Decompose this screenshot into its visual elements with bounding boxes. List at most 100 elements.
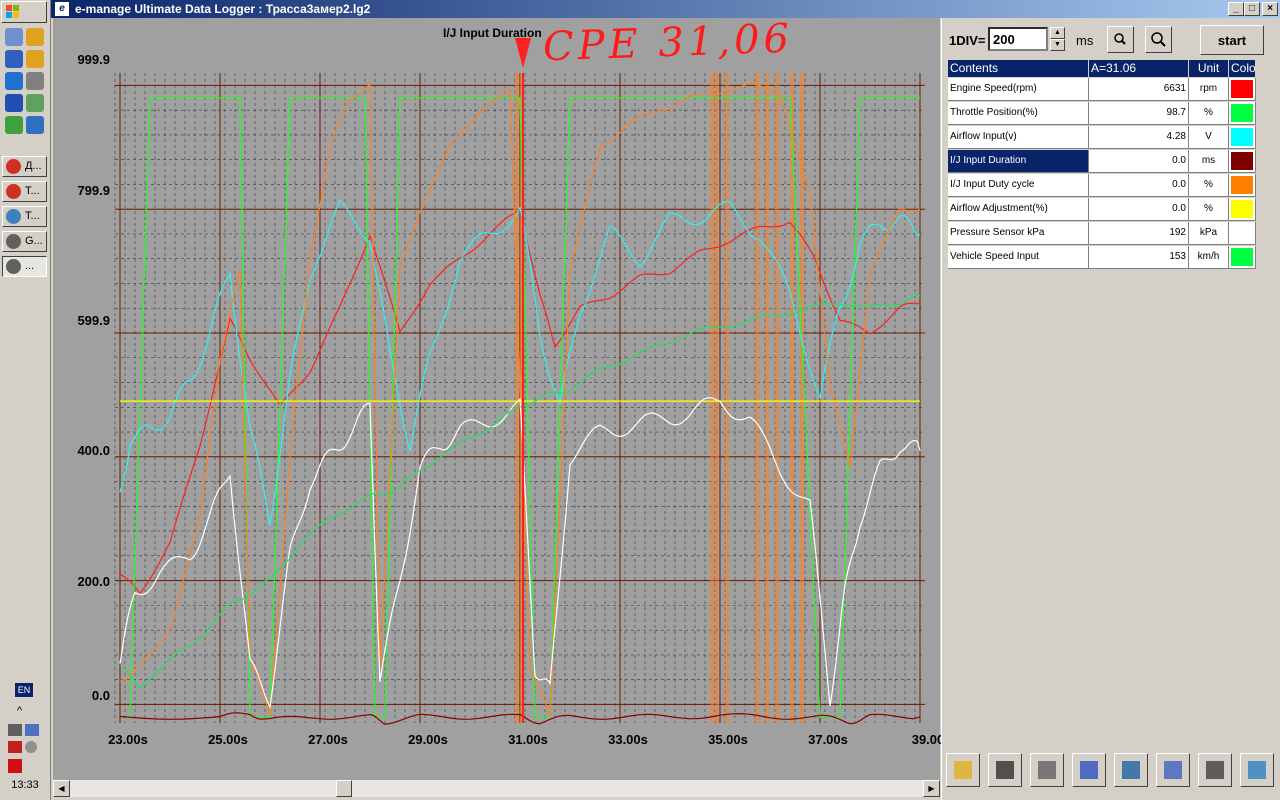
chrome-icon (6, 184, 21, 199)
y-tick-label: 999.9 (77, 52, 110, 67)
scroll-thumb[interactable] (336, 780, 352, 797)
color-swatch[interactable] (1231, 128, 1253, 146)
channel-value: 4.28 (1089, 126, 1189, 149)
channel-value: 192 (1089, 222, 1189, 245)
table-row[interactable]: Pressure Sensor kPa 192 kPa (948, 222, 1256, 246)
channel-unit: kPa (1189, 222, 1229, 245)
spin-down-button[interactable]: ▼ (1050, 39, 1065, 51)
security-icon[interactable] (8, 759, 22, 773)
calc-icon[interactable] (26, 72, 44, 90)
open-folder-button[interactable] (946, 753, 980, 787)
list-button[interactable] (1198, 753, 1232, 787)
ie-icon[interactable] (5, 72, 23, 90)
table-row[interactable]: Throttle Position(%) 98.7% (948, 102, 1256, 126)
channel-color-cell[interactable] (1229, 198, 1256, 221)
table-row[interactable]: Vehicle Speed Input 153 km/h (948, 246, 1256, 270)
print-button[interactable] (1030, 753, 1064, 787)
chrome-icon[interactable] (5, 116, 23, 134)
pencil-icon[interactable] (26, 28, 44, 46)
scroll-left-button[interactable]: ◀ (53, 780, 70, 797)
y-tick-label: 200.0 (77, 574, 110, 589)
channel-name: Vehicle Speed Input (948, 246, 1089, 269)
color-swatch[interactable] (1231, 152, 1253, 170)
color-swatch[interactable] (1231, 248, 1253, 266)
table-row[interactable]: I/J Input Duty cycle 0.0% (948, 174, 1256, 198)
color-swatch[interactable] (1231, 80, 1253, 98)
table-row[interactable]: Engine Speed(rpm) 6631 rpm (948, 78, 1256, 102)
compare-button[interactable] (1240, 753, 1274, 787)
x-tick-label: 29.00s (408, 732, 448, 747)
start-menu-button[interactable] (1, 1, 47, 23)
volume-icon[interactable] (8, 741, 22, 753)
color-swatch[interactable] (1231, 200, 1253, 218)
channel-color-cell[interactable] (1229, 222, 1256, 245)
title-bar[interactable]: e e-manage Ultimate Data Logger : Трасса… (51, 0, 1280, 18)
table-row[interactable]: I/J Input Duration 0.0 ms (948, 150, 1256, 174)
duty-cycle-bar (775, 73, 779, 723)
graph-ab-button[interactable] (1156, 753, 1190, 787)
save-icon[interactable] (5, 94, 23, 112)
unit-label: ms (1076, 33, 1094, 48)
app-icon[interactable] (26, 116, 44, 134)
graph-ab-icon (1164, 761, 1182, 779)
scroll-right-button[interactable]: ▶ (923, 780, 940, 797)
duty-cycle-bar (725, 73, 729, 723)
channel-unit: V (1189, 126, 1229, 149)
save-button[interactable] (988, 753, 1022, 787)
taskbar-task-1[interactable]: Т... (2, 181, 47, 202)
series-line-7 (119, 293, 921, 689)
close-button[interactable]: × (1262, 2, 1278, 16)
duty-cycle-bar (755, 73, 759, 723)
minimize-button[interactable]: _ (1228, 2, 1244, 16)
series-line-2 (119, 199, 921, 526)
window-title: e-manage Ultimate Data Logger : Трасса3а… (75, 2, 371, 16)
clock[interactable]: 13:33 (11, 779, 39, 791)
maximize-button[interactable]: □ (1244, 2, 1260, 16)
color-swatch[interactable] (1231, 224, 1253, 242)
browser-icon[interactable] (5, 28, 23, 46)
table-row[interactable]: Airflow Adjustment(%) 0.0% (948, 198, 1256, 222)
channel-value: 0.0 (1089, 150, 1189, 173)
magnifier-icon (1151, 32, 1166, 47)
div-value-input[interactable] (988, 27, 1048, 51)
language-indicator[interactable]: EN (15, 683, 33, 697)
zoom-in-button[interactable] (1107, 26, 1134, 53)
device-icon[interactable] (26, 94, 44, 112)
horizontal-scrollbar[interactable]: ◀ ▶ (53, 780, 940, 797)
taskbar-task-3[interactable]: G... (2, 231, 47, 252)
taskbar-task-label: Т... (25, 185, 40, 197)
table-row[interactable]: Airflow Input(v) 4.28 V (948, 126, 1256, 150)
column-header[interactable]: Unit (1189, 60, 1229, 78)
duty-cycle-bar (515, 73, 519, 723)
display-button[interactable] (1114, 753, 1148, 787)
media-icon[interactable] (5, 50, 23, 68)
color-swatch[interactable] (1231, 176, 1253, 194)
data-chart[interactable]: I/J Input Duration CPE 31,06 999.9 799.9 5… (53, 16, 944, 780)
color-swatch[interactable] (1231, 104, 1253, 122)
channel-color-cell[interactable] (1229, 246, 1256, 269)
column-header[interactable]: Colo (1229, 60, 1256, 78)
clock-icon[interactable] (26, 50, 44, 68)
channel-color-cell[interactable] (1229, 102, 1256, 125)
export-button[interactable] (1072, 753, 1106, 787)
chart-plot[interactable] (53, 18, 940, 780)
column-header[interactable]: A=31.06 (1089, 60, 1189, 78)
channel-color-cell[interactable] (1229, 78, 1256, 101)
windows-flag-icon (6, 5, 19, 18)
start-button[interactable]: start (1200, 25, 1264, 55)
channel-color-cell[interactable] (1229, 150, 1256, 173)
channel-color-cell[interactable] (1229, 174, 1256, 197)
taskbar-task-2[interactable]: Т... (2, 206, 47, 227)
channel-color-cell[interactable] (1229, 126, 1256, 149)
y-tick-label: 799.9 (77, 183, 110, 198)
taskbar-task-4[interactable]: ... (2, 256, 47, 277)
display-tray-icon[interactable] (25, 724, 39, 736)
update-icon[interactable] (25, 741, 37, 753)
tray-expand-chevron[interactable]: ^ (17, 705, 23, 717)
taskbar-task-0[interactable]: Д... (2, 156, 47, 177)
network-icon[interactable] (8, 724, 22, 736)
bottom-toolbar (946, 753, 1276, 789)
zoom-out-button[interactable] (1145, 26, 1172, 53)
column-header[interactable]: Contents (948, 60, 1089, 78)
spin-up-button[interactable]: ▲ (1050, 27, 1065, 39)
